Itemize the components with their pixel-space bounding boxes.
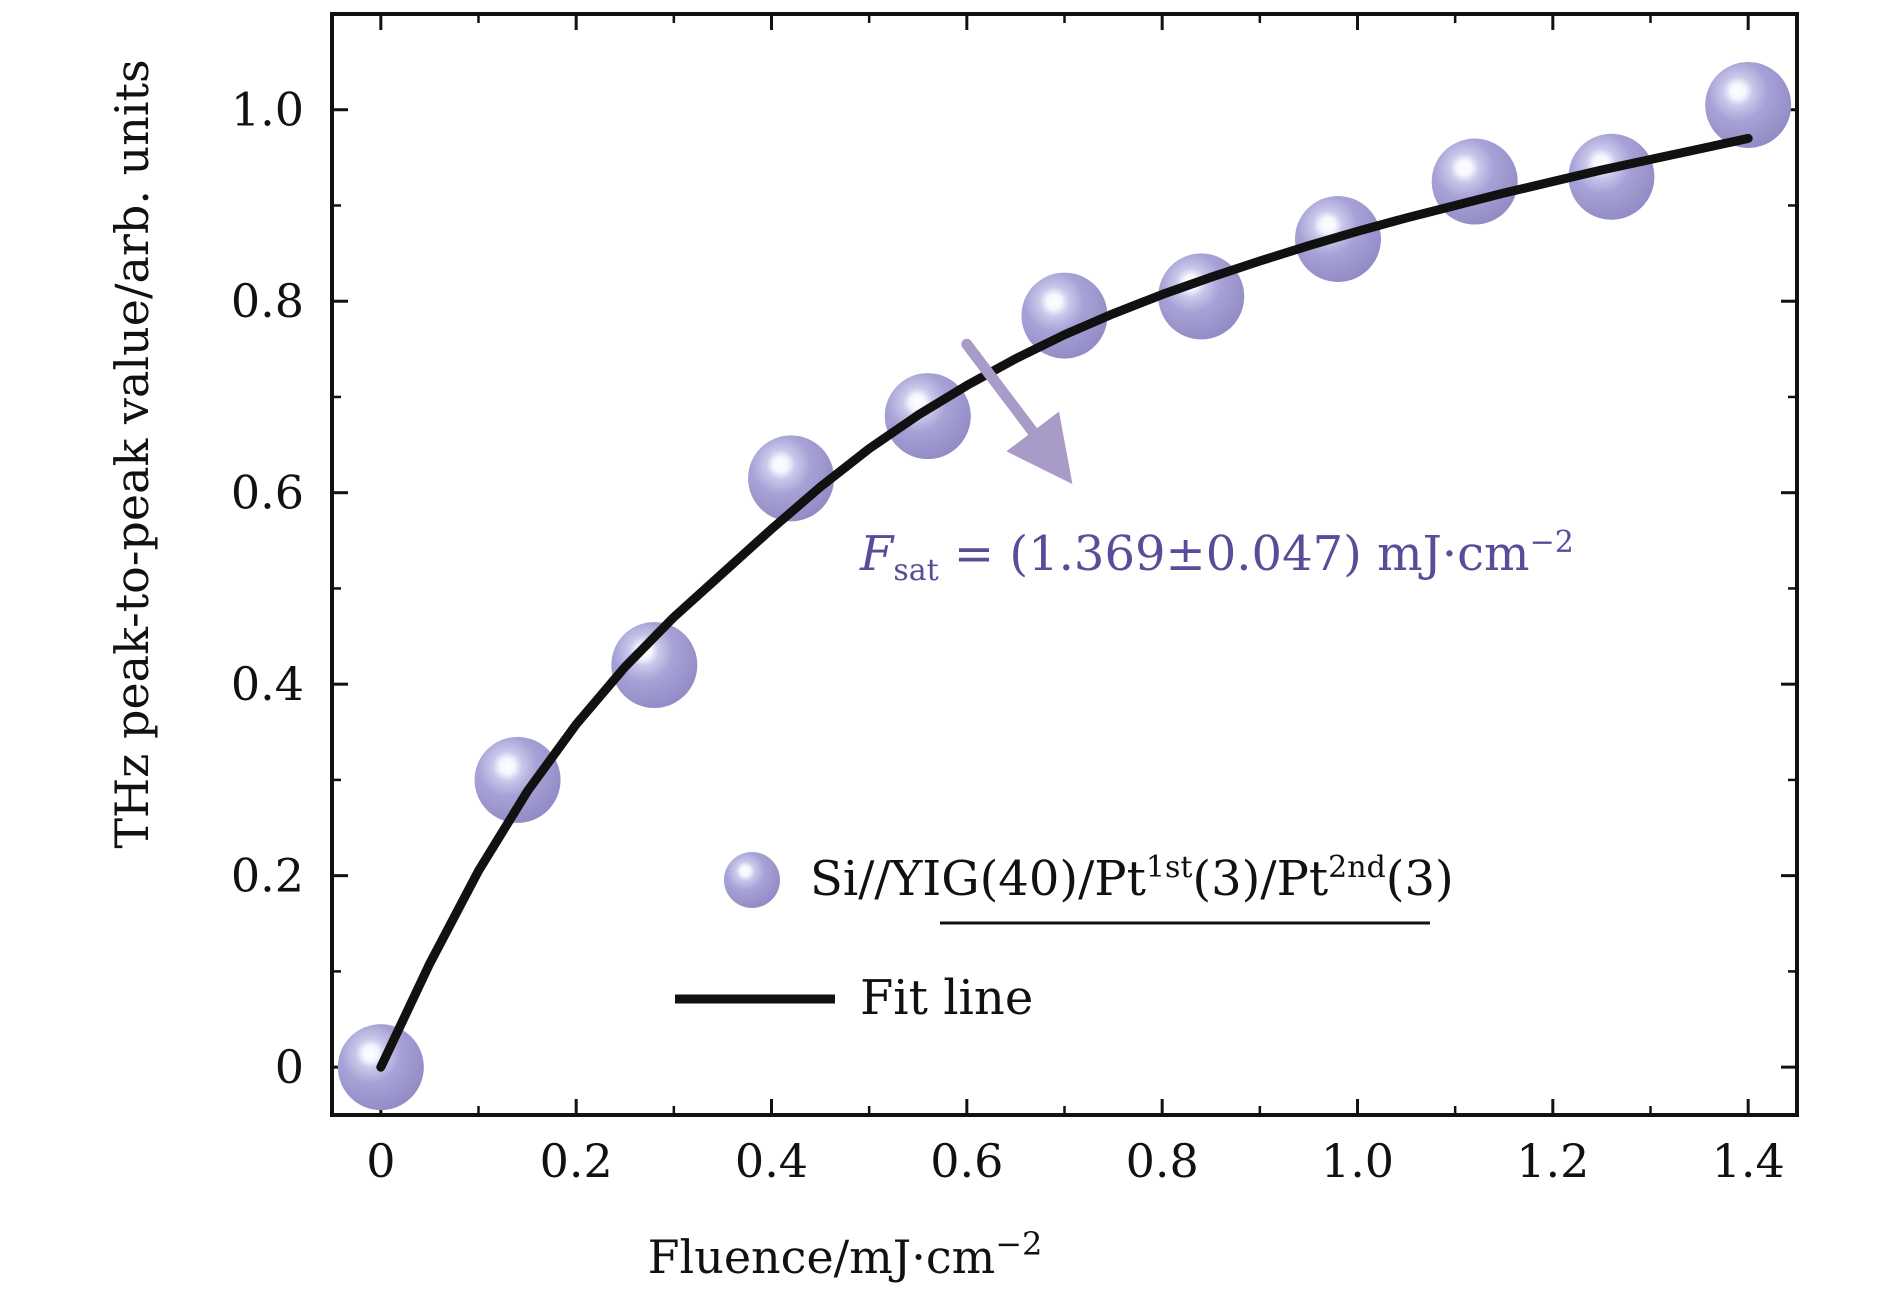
legend-scatter-label: Si//YIG(40)/Pt1st(3)/Pt2nd(3) bbox=[810, 850, 1454, 907]
legend-scatter-label-end: (3) bbox=[1386, 851, 1454, 907]
scatter-point-1 bbox=[474, 736, 561, 823]
x-tick-label-6: 1.2 bbox=[1516, 1134, 1589, 1188]
scatter-point-2 bbox=[611, 622, 698, 709]
x-tick-label-2: 0.4 bbox=[735, 1134, 808, 1188]
legend-line-label: Fit line bbox=[860, 970, 1033, 1026]
x-tick-label-4: 0.8 bbox=[1126, 1134, 1199, 1188]
legend-scatter-label-sup2: 2nd bbox=[1328, 850, 1386, 885]
fsat-annotation-text: Fsat = (1.369±0.047) mJ·cm−2 bbox=[859, 525, 1574, 588]
legend: Si//YIG(40)/Pt1st(3)/Pt2nd(3) Fit line bbox=[675, 850, 1454, 1026]
x-tick-label-5: 1.0 bbox=[1321, 1134, 1394, 1188]
x-axis-label-exponent: −2 bbox=[995, 1225, 1042, 1263]
fsat-annotation-exponent: −2 bbox=[1530, 525, 1574, 560]
fsat-annotation-symbol: F bbox=[859, 526, 895, 582]
y-tick-label-4: 0.8 bbox=[231, 274, 304, 328]
y-tick-label-2: 0.4 bbox=[231, 657, 304, 711]
x-tick-label-1: 0.2 bbox=[540, 1134, 613, 1188]
y-tick-label-3: 0.6 bbox=[231, 466, 304, 520]
y-tick-label-0: 0 bbox=[275, 1040, 304, 1094]
scatter-point-5 bbox=[1021, 272, 1108, 359]
scatter-point-3 bbox=[748, 435, 835, 522]
x-tick-label-0: 0 bbox=[366, 1134, 395, 1188]
legend-scatter-label-sup1: 1st bbox=[1146, 850, 1193, 885]
y-tick-label-1: 0.2 bbox=[231, 849, 304, 903]
x-tick-label-3: 0.6 bbox=[930, 1134, 1003, 1188]
scatter-point-9 bbox=[1568, 133, 1655, 220]
fit-line bbox=[376, 133, 1753, 1072]
plot-layer: 0 0.2 0.4 0.6 0.8 1.0 1.2 1.4 0 0.2 0.4 0.6 0.8 1.0 bbox=[231, 12, 1799, 1188]
legend-scatter-label-base: Si//YIG(40)/Pt bbox=[810, 851, 1146, 907]
x-axis-label-base: Fluence/mJ·cm bbox=[648, 1230, 996, 1284]
y-tick-label-5: 1.0 bbox=[231, 83, 304, 137]
legend-scatter-label-mid: (3)/Pt bbox=[1192, 851, 1328, 907]
legend-scatter-marker bbox=[724, 852, 780, 908]
fsat-annotation: Fsat = (1.369±0.047) mJ·cm−2 bbox=[859, 525, 1574, 588]
y-axis-label: THz peak-to-peak value/arb. units bbox=[105, 59, 159, 848]
x-axis-label: Fluence/mJ·cm−2 bbox=[648, 1225, 1043, 1284]
x-tick-label-7: 1.4 bbox=[1712, 1134, 1785, 1188]
fsat-annotation-main: = (1.369±0.047) mJ·cm bbox=[939, 526, 1530, 582]
scatter-point-10 bbox=[1705, 61, 1792, 148]
fsat-annotation-subscript: sat bbox=[893, 553, 938, 588]
fsat-arrow bbox=[961, 338, 1073, 485]
